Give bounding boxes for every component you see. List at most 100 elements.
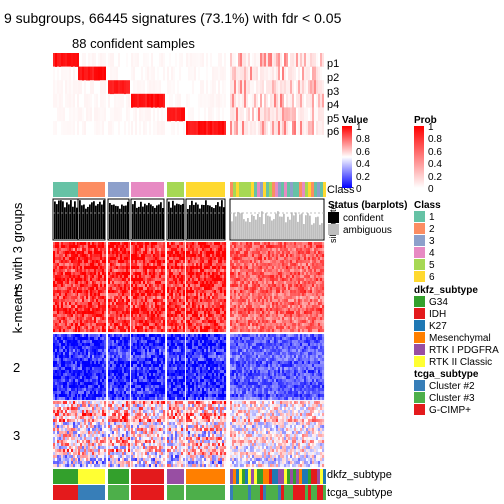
heatmap-cell bbox=[135, 337, 138, 341]
heatmap-cell bbox=[312, 299, 315, 303]
heatmap-cell bbox=[137, 302, 140, 306]
prob-cell bbox=[214, 80, 216, 95]
prob-cell bbox=[218, 121, 220, 135]
heatmap-cell bbox=[190, 323, 193, 327]
heatmap-cell bbox=[314, 329, 317, 333]
prob-cell bbox=[169, 107, 171, 122]
prob-cell bbox=[224, 80, 226, 95]
heatmap-cell bbox=[206, 254, 209, 258]
heatmap-cell bbox=[53, 340, 56, 344]
heatmap-cell bbox=[288, 323, 291, 327]
heatmap-cell bbox=[141, 266, 144, 270]
heatmap-cell bbox=[186, 263, 189, 267]
heatmap-cell bbox=[214, 284, 217, 288]
silhouette-bar bbox=[79, 200, 81, 239]
heatmap-cell bbox=[206, 284, 209, 288]
heatmap-cell bbox=[100, 251, 103, 255]
heatmap-cell bbox=[104, 284, 107, 288]
heatmap-cell bbox=[240, 305, 243, 309]
prob-cell bbox=[86, 93, 88, 108]
prob-cell bbox=[288, 121, 290, 135]
heatmap-cell bbox=[196, 329, 199, 333]
heatmap-cell bbox=[112, 308, 115, 312]
silhouette-bar bbox=[281, 216, 283, 239]
heatmap-cell bbox=[284, 290, 287, 294]
heatmap-cell bbox=[169, 323, 172, 327]
heatmap-cell bbox=[240, 275, 243, 279]
heatmap-cell bbox=[80, 242, 83, 246]
heatmap-cell bbox=[216, 257, 219, 261]
heatmap-cell bbox=[151, 260, 154, 264]
heatmap-cell bbox=[147, 287, 150, 291]
heatmap-cell bbox=[133, 296, 136, 300]
heatmap-cell bbox=[320, 334, 323, 338]
heatmap-cell bbox=[280, 248, 283, 252]
heatmap-cell bbox=[179, 293, 182, 297]
heatmap-cell bbox=[304, 254, 307, 258]
heatmap-cell bbox=[120, 254, 123, 258]
heatmap-cell bbox=[145, 314, 148, 318]
heatmap-cell bbox=[147, 326, 150, 330]
heatmap-cell bbox=[298, 266, 301, 270]
heatmap-cell bbox=[194, 293, 197, 297]
heatmap-cell bbox=[71, 340, 74, 344]
heatmap-cell bbox=[61, 305, 64, 309]
heatmap-cell bbox=[173, 275, 176, 279]
heatmap-cell bbox=[96, 257, 99, 261]
heatmap-cell bbox=[238, 320, 241, 324]
heatmap-cell bbox=[298, 251, 301, 255]
heatmap-cell bbox=[57, 334, 60, 338]
heatmap-cell bbox=[232, 302, 235, 306]
prob-cell bbox=[320, 93, 322, 108]
heatmap-cell bbox=[161, 251, 164, 255]
heatmap-cell bbox=[294, 293, 297, 297]
heatmap-cell bbox=[171, 314, 174, 318]
heatmap-cell bbox=[268, 278, 271, 282]
heatmap-cell bbox=[116, 296, 119, 300]
heatmap-cell bbox=[92, 323, 95, 327]
heatmap-cell bbox=[159, 269, 162, 273]
heatmap-cell bbox=[238, 263, 241, 267]
heatmap-cell bbox=[272, 251, 275, 255]
heatmap-cell bbox=[102, 272, 105, 276]
heatmap-cell bbox=[167, 272, 170, 276]
heatmap-cell bbox=[204, 290, 207, 294]
heatmap-cell bbox=[270, 287, 273, 291]
heatmap-cell bbox=[290, 317, 293, 321]
heatmap-cell bbox=[316, 281, 319, 285]
heatmap-cell bbox=[274, 334, 277, 338]
heatmap-cell bbox=[194, 287, 197, 291]
silhouette-bar bbox=[191, 200, 193, 239]
heatmap-cell bbox=[98, 302, 101, 306]
heatmap-cell bbox=[135, 293, 138, 297]
class-cell bbox=[230, 182, 233, 197]
heatmap-cell bbox=[246, 281, 249, 285]
prob-cell bbox=[108, 80, 110, 95]
heatmap-cell bbox=[181, 281, 184, 285]
heatmap-cell bbox=[104, 320, 107, 324]
heatmap-cell bbox=[258, 257, 261, 261]
heatmap-cell bbox=[102, 287, 105, 291]
heatmap-cell bbox=[141, 302, 144, 306]
heatmap-cell bbox=[179, 263, 182, 267]
heatmap-cell bbox=[73, 290, 76, 294]
heatmap-cell bbox=[322, 334, 325, 338]
heatmap-cell bbox=[218, 248, 221, 252]
heatmap-cell bbox=[153, 254, 156, 258]
heatmap-cell bbox=[181, 317, 184, 321]
prob-cell bbox=[100, 80, 102, 95]
heatmap-cell bbox=[270, 337, 273, 341]
prob-cell bbox=[104, 93, 106, 108]
heatmap-cell bbox=[122, 245, 125, 249]
heatmap-cell bbox=[155, 257, 158, 261]
heatmap-cell bbox=[214, 248, 217, 252]
heatmap-cell bbox=[220, 296, 223, 300]
heatmap-cell bbox=[210, 245, 213, 249]
heatmap-cell bbox=[145, 251, 148, 255]
heatmap-cell bbox=[175, 266, 178, 270]
heatmap-cell bbox=[260, 275, 263, 279]
heatmap-cell bbox=[274, 275, 277, 279]
heatmap-cell bbox=[126, 329, 129, 333]
heatmap-cell bbox=[314, 305, 317, 309]
heatmap-cell bbox=[57, 284, 60, 288]
